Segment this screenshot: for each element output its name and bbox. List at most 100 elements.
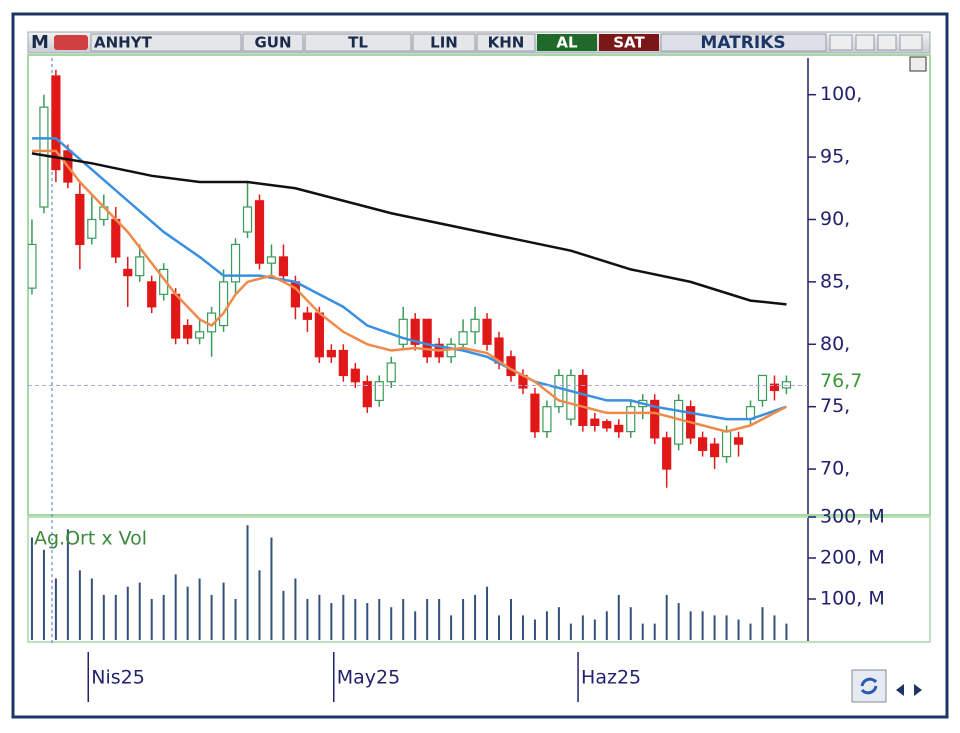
last-price-label: 76,7 <box>820 370 862 392</box>
volume-bar <box>605 611 608 640</box>
symbol[interactable]: ANHYT <box>94 34 153 52</box>
volume-bar <box>557 607 560 640</box>
candle-body <box>39 106 49 208</box>
y-tick-label: 200, M <box>820 547 885 569</box>
candle-body <box>87 218 97 239</box>
sell[interactable]: SAT <box>613 34 645 52</box>
volume-bar <box>246 525 249 640</box>
candle-body <box>314 312 324 358</box>
buy-btn[interactable] <box>537 34 597 51</box>
period-btn[interactable] <box>242 33 304 52</box>
candle-body <box>709 443 720 458</box>
volume-bar <box>354 599 357 640</box>
candle-body <box>254 200 265 264</box>
candle-body <box>721 431 732 458</box>
volume-bar <box>54 578 57 640</box>
volume-bar <box>186 586 189 640</box>
y-tick-label: 100, <box>820 83 862 105</box>
menu-btn[interactable] <box>829 34 853 51</box>
volume-bar <box>330 603 333 640</box>
candle-body <box>374 381 384 402</box>
volume-bar <box>737 619 740 640</box>
x-tick-label: Nis25 <box>91 667 145 689</box>
max-btn[interactable] <box>877 34 897 51</box>
candle-body <box>123 268 133 277</box>
candle-body <box>482 318 492 345</box>
volume-bar <box>749 623 752 640</box>
volume-bar <box>498 615 501 640</box>
volume-bar <box>102 594 105 640</box>
candle-body <box>195 331 205 339</box>
candle-body <box>338 349 348 377</box>
candle-body <box>626 406 636 433</box>
y-tick-label: 85, <box>820 270 850 292</box>
volume-bar <box>78 570 81 640</box>
price-panel <box>27 54 931 516</box>
candle-body <box>302 312 313 320</box>
candle-body <box>554 374 564 408</box>
candle-body <box>674 399 684 445</box>
price-plot <box>28 69 792 488</box>
buy[interactable]: AL <box>556 34 578 52</box>
volume-bar <box>713 615 716 640</box>
y-tick-label: 90, <box>820 208 850 230</box>
candle-body <box>781 381 792 389</box>
candle-body <box>650 399 660 439</box>
y-tick-label: 300, M <box>820 506 885 528</box>
volume-plot <box>30 525 788 640</box>
volume-bar <box>66 529 69 640</box>
brand-box <box>660 33 827 52</box>
y-tick-label: 95, <box>820 146 850 168</box>
volume-bar <box>426 599 429 640</box>
period[interactable]: GUN <box>254 34 291 52</box>
volume-bar <box>174 574 177 640</box>
candle-body <box>733 437 744 445</box>
symbol-box[interactable] <box>90 33 242 52</box>
volume-bar <box>641 623 644 640</box>
close-btn[interactable] <box>899 34 923 51</box>
volume-bar <box>234 599 237 640</box>
volume-bar <box>162 594 165 640</box>
volume-bar <box>390 607 393 640</box>
candle-body <box>410 318 420 345</box>
volume-bar <box>42 549 45 640</box>
volume-bar <box>701 611 704 640</box>
y-tick-label: 70, <box>820 458 850 480</box>
style-btn[interactable] <box>476 33 536 52</box>
panel-btn[interactable] <box>909 56 927 72</box>
volume-bar <box>617 594 620 640</box>
volume-bar <box>414 611 417 640</box>
candle-body <box>757 374 768 402</box>
volume-bar <box>366 603 369 640</box>
volume-bar <box>521 615 524 640</box>
min-btn[interactable] <box>855 34 875 51</box>
candle-body <box>28 243 37 289</box>
moving-average <box>31 137 787 421</box>
refresh-btn[interactable] <box>851 669 887 703</box>
scale-btn[interactable] <box>412 33 476 52</box>
candle-body <box>662 437 672 470</box>
volume-bar <box>533 619 536 640</box>
sell-btn[interactable] <box>599 34 659 51</box>
y-tick-label: 75, <box>820 395 850 417</box>
volume-bar <box>342 594 345 640</box>
candle-body <box>602 421 612 429</box>
candle-body <box>242 206 253 233</box>
volume-bar <box>569 623 572 640</box>
volume-bar <box>198 578 201 640</box>
candle-body <box>350 368 360 383</box>
volume-bar <box>318 594 321 640</box>
scale[interactable]: LIN <box>430 34 458 52</box>
candle-body <box>386 362 396 383</box>
volume-bar <box>30 537 33 640</box>
volume-bar <box>689 611 692 640</box>
volume-bar <box>462 599 465 640</box>
candle-body <box>590 418 600 426</box>
style[interactable]: KHN <box>488 34 525 52</box>
scroll-arrows[interactable] <box>896 684 922 696</box>
currency[interactable]: TL <box>348 34 368 52</box>
volume-bar <box>150 599 153 640</box>
currency-btn[interactable] <box>304 33 412 52</box>
candle-body <box>278 256 289 277</box>
